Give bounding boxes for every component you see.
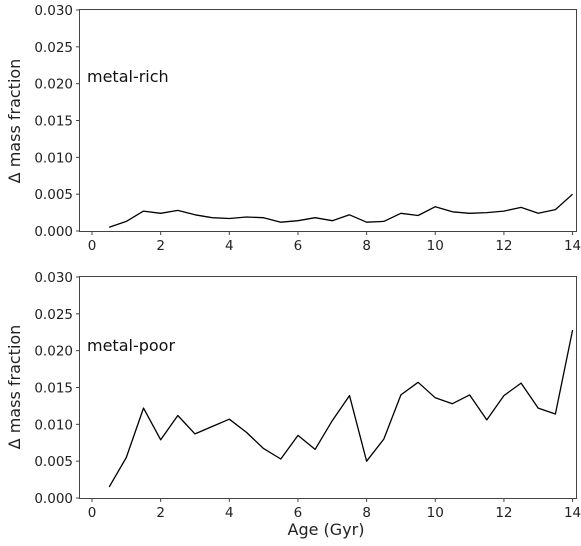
x-tick-label: 0: [88, 505, 97, 521]
panel-label-metal-poor: metal-poor: [87, 336, 175, 355]
x-tick-label: 6: [294, 238, 303, 254]
y-tick-label: 0.000: [34, 491, 73, 507]
y-tick-label: 0.000: [34, 224, 73, 240]
y-tick-label: 0.025: [34, 40, 73, 56]
plot-frame: [79, 276, 577, 499]
y-tick-label: 0.005: [34, 187, 73, 203]
x-tick-label: 14: [564, 238, 581, 254]
y-tick-label: 0.005: [34, 454, 73, 470]
panel-metal-rich: metal-rich Δ mass fraction 0 2 4 6 8 10 12 14 0…: [5, 3, 581, 254]
x-tick-label: 2: [156, 238, 165, 254]
y-tick-label: 0.030: [34, 270, 73, 286]
x-tick-label: 8: [362, 505, 371, 521]
x-tick-label: 10: [427, 238, 444, 254]
x-tick-label: 2: [156, 505, 165, 521]
series-line: [108, 193, 574, 228]
series-line: [108, 329, 574, 488]
panel-label-metal-rich: metal-rich: [87, 67, 169, 86]
plot-frame: [79, 9, 577, 232]
x-tick-label: 8: [362, 238, 371, 254]
x-ticks: 0 2 4 6 8 10 12 14: [88, 498, 581, 521]
x-tick-label: 12: [495, 238, 512, 254]
panel-metal-poor: metal-poor Δ mass fraction Age (Gyr) 0 2 4…: [5, 270, 581, 539]
x-axis-label: Age (Gyr): [288, 520, 365, 539]
y-tick-label: 0.015: [34, 114, 73, 130]
y-axis-label: Δ mass fraction: [5, 325, 24, 450]
x-tick-label: 6: [294, 505, 303, 521]
y-tick-label: 0.010: [34, 150, 73, 166]
y-tick-label: 0.020: [34, 77, 73, 93]
x-tick-label: 12: [495, 505, 512, 521]
y-tick-label: 0.020: [34, 344, 73, 360]
x-ticks: 0 2 4 6 8 10 12 14: [88, 231, 581, 254]
y-tick-label: 0.025: [34, 307, 73, 323]
y-tick-label: 0.010: [34, 417, 73, 433]
y-axis-label: Δ mass fraction: [5, 59, 24, 184]
y-ticks: 0.000 0.005 0.010 0.015 0.020 0.025 0.030: [34, 270, 80, 507]
x-tick-label: 4: [225, 238, 234, 254]
x-tick-label: 4: [225, 505, 234, 521]
series-marks: [108, 193, 574, 228]
y-tick-label: 0.030: [34, 3, 73, 19]
y-tick-label: 0.015: [34, 381, 73, 397]
x-tick-label: 14: [564, 505, 581, 521]
x-tick-label: 10: [427, 505, 444, 521]
x-tick-label: 0: [88, 238, 97, 254]
series-marks: [108, 329, 574, 488]
y-ticks: 0.000 0.005 0.010 0.015 0.020 0.025 0.030: [34, 3, 80, 240]
